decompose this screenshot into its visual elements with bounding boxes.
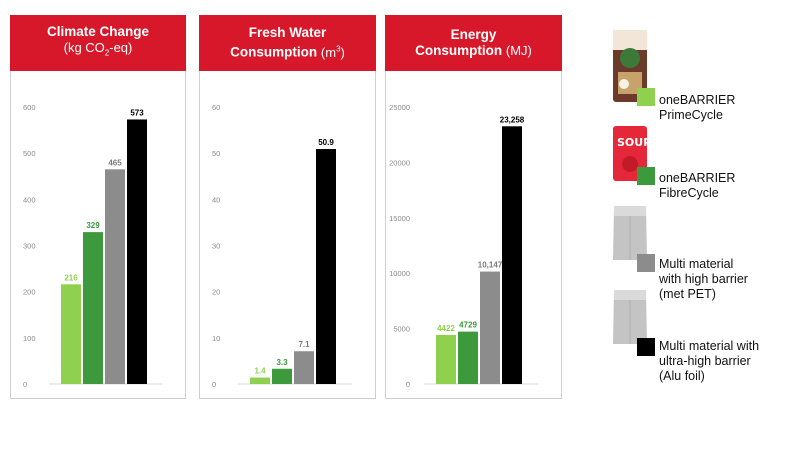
bar [105,169,125,384]
data-label: 573 [130,108,144,117]
y-tick-label: 600 [23,103,36,112]
panel-title: Climate Change [46,24,150,40]
y-tick-label: 500 [23,149,36,158]
y-tick-label: 60 [212,103,220,112]
y-tick-label: 40 [212,195,220,204]
panel-title: Fresh Water Consumption (m3) [230,25,345,60]
bar-chart-energy: 0 5000 10000 15000 20000 25000 4422 4729 10,147 2… [389,103,538,389]
data-label: 4729 [459,321,477,330]
y-tick-label: 0 [23,380,27,389]
legend: oneBARRIER PrimeCycle SOUP oneBARRIER Fibr… [600,0,799,449]
y-tick-label: 25000 [389,103,410,112]
panel-header: Energy Consumption (MJ) [385,15,562,71]
legend-swatch-primecycle [637,88,655,106]
bar [436,335,456,384]
legend-swatch-met-pet [637,254,655,272]
legend-label-primecycle: oneBARRIER PrimeCycle [659,93,736,122]
svg-text:SOUP: SOUP [617,136,650,149]
bar-chart-fresh-water: 0 10 20 30 40 50 60 1.4 3.3 7.1 50.9 [212,103,352,389]
bar [61,284,81,384]
pouch-silver-icon [613,206,647,260]
bar [458,331,478,384]
data-label: 3.3 [276,358,288,367]
y-tick-label: 300 [23,242,36,251]
panel-header: Fresh Water Consumption (m3) [199,15,376,71]
pouch-primecycle-icon [613,30,647,102]
legend-label-fibrecycle: oneBARRIER FibreCycle [659,171,736,200]
data-label: 7.1 [298,340,310,349]
y-tick-label: 200 [23,288,36,297]
y-tick-label: 0 [406,380,410,389]
data-label: 50.9 [318,138,334,147]
y-tick-label: 5000 [393,325,410,334]
legend-swatch-fibrecycle [637,167,655,185]
data-label: 329 [86,221,100,230]
data-label: 4422 [437,324,455,333]
y-tick-label: 30 [212,242,220,251]
bar [272,368,292,384]
bar [294,351,314,384]
chart-panel-climate: Climate Change (kg CO2-eq) 0 100 200 300 400… [10,15,186,399]
bar [502,126,522,384]
bar [316,149,336,384]
data-label: 465 [108,158,122,167]
data-label: 216 [64,273,78,282]
chart-panel-fresh-water: Fresh Water Consumption (m3) 0 10 20 30 40 50 6… [199,15,376,399]
y-tick-label: 10 [212,334,220,343]
y-tick-label: 400 [23,195,36,204]
legend-label-alu-foil: Multi material with ultra-high barrier (Al… [659,339,760,383]
bar [127,119,147,384]
data-label: 10,147 [478,261,503,270]
bar [83,232,103,384]
data-label: 23,258 [500,115,525,124]
panel-unit: (kg CO2-eq) [63,40,133,58]
y-tick-label: 20000 [389,158,410,167]
y-tick-label: 100 [23,334,36,343]
y-tick-label: 20 [212,288,220,297]
legend-label-met-pet: Multi material with high barrier (met PET) [659,257,748,301]
chart-panel-energy: Energy Consumption (MJ) 0 5000 10000 15000 20… [385,15,562,399]
y-tick-label: 50 [212,149,220,158]
y-tick-label: 0 [212,380,216,389]
pouch-silver-icon [613,290,647,344]
y-tick-label: 10000 [389,269,410,278]
bar [480,271,500,384]
panel-header: Climate Change (kg CO2-eq) [10,15,186,71]
bar-chart-climate: 0 100 200 300 400 500 600 216 329 465 573 [23,103,162,389]
bar [250,377,270,384]
legend-swatch-alu-foil [637,338,655,356]
y-tick-label: 15000 [389,214,410,223]
data-label: 1.4 [254,367,266,376]
panel-title: Energy Consumption (MJ) [415,27,532,58]
